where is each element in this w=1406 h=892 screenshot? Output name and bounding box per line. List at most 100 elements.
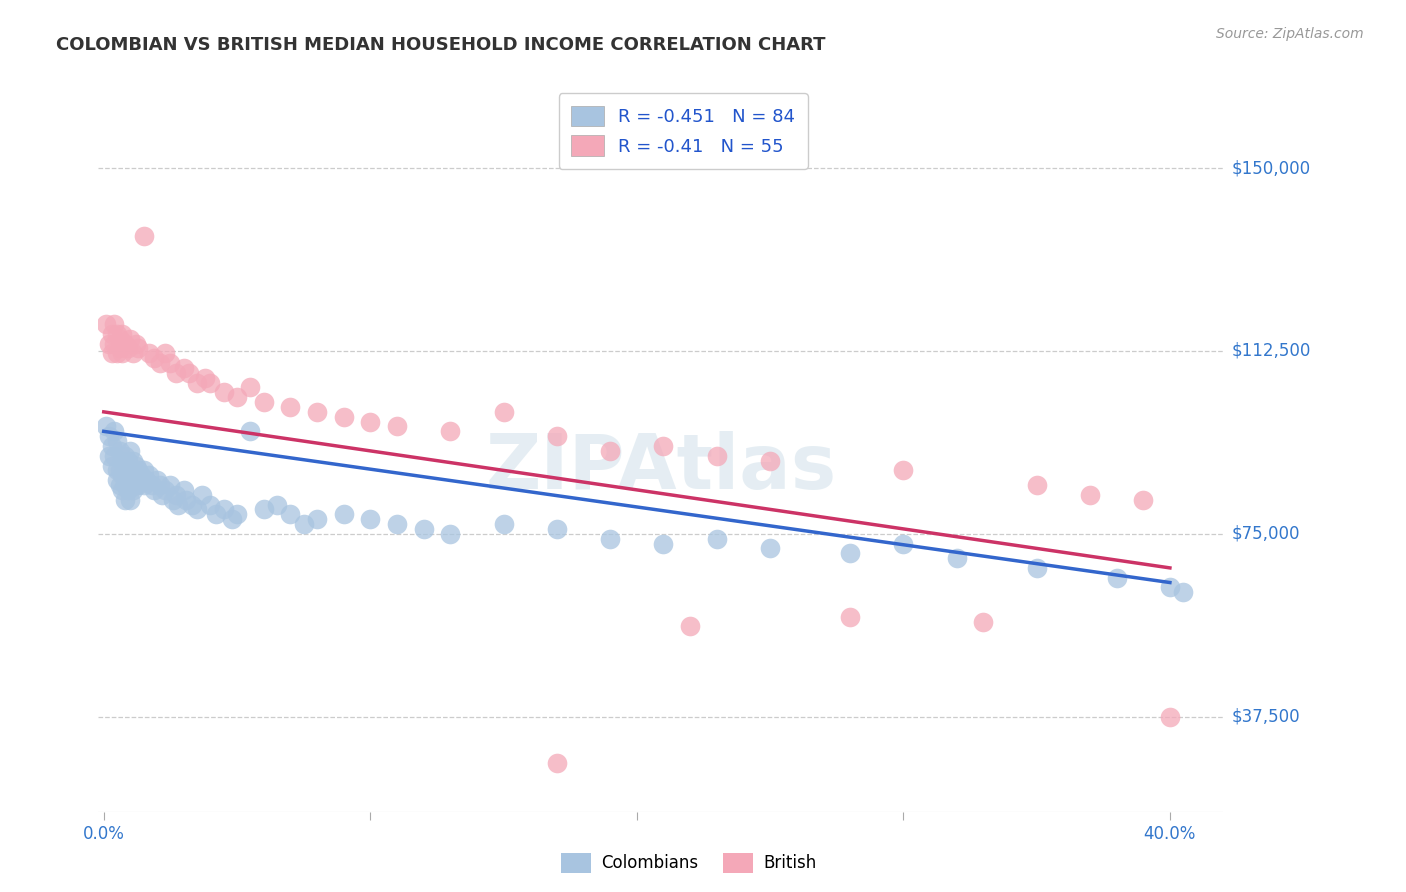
Point: [117, 468, 139, 483]
Point: [108, 478, 131, 492]
Point: [1132, 492, 1154, 507]
Point: [679, 619, 702, 633]
Point: [114, 463, 136, 477]
Point: [1159, 581, 1181, 595]
Text: $37,500: $37,500: [1232, 707, 1299, 725]
Point: [100, 326, 122, 341]
Point: [127, 342, 149, 356]
Point: [186, 376, 208, 390]
Point: [143, 483, 166, 497]
Point: [100, 458, 122, 473]
Point: [98, 429, 121, 443]
Point: [108, 342, 131, 356]
Point: [1105, 571, 1128, 585]
Point: [200, 498, 222, 512]
Point: [100, 346, 122, 360]
Point: [212, 502, 235, 516]
Point: [546, 522, 568, 536]
Point: [105, 346, 128, 360]
Point: [108, 463, 131, 477]
Point: [153, 346, 176, 360]
Text: ZIPAtlas: ZIPAtlas: [485, 431, 837, 505]
Point: [385, 419, 408, 434]
Point: [108, 443, 131, 458]
Point: [149, 356, 172, 370]
Point: [165, 366, 187, 380]
Point: [117, 483, 139, 497]
Point: [111, 346, 134, 360]
Point: [546, 756, 568, 770]
Point: [1078, 488, 1101, 502]
Point: [122, 346, 145, 360]
Point: [759, 453, 782, 467]
Point: [945, 551, 967, 566]
Point: [652, 536, 675, 550]
Point: [278, 400, 301, 414]
Point: [114, 449, 136, 463]
Point: [167, 498, 190, 512]
Point: [122, 483, 145, 497]
Point: [706, 449, 728, 463]
Point: [98, 449, 121, 463]
Point: [103, 317, 125, 331]
Point: [117, 453, 139, 467]
Point: [111, 453, 134, 467]
Point: [120, 443, 142, 458]
Point: [253, 395, 276, 409]
Point: [111, 483, 134, 497]
Text: COLOMBIAN VS BRITISH MEDIAN HOUSEHOLD INCOME CORRELATION CHART: COLOMBIAN VS BRITISH MEDIAN HOUSEHOLD IN…: [56, 36, 825, 54]
Point: [652, 439, 675, 453]
Point: [103, 336, 125, 351]
Point: [412, 522, 434, 536]
Point: [266, 498, 288, 512]
Point: [105, 473, 128, 487]
Point: [1173, 585, 1195, 599]
Point: [305, 405, 328, 419]
Point: [204, 508, 226, 522]
Point: [176, 492, 198, 507]
Point: [149, 478, 172, 492]
Point: [173, 361, 195, 376]
Point: [253, 502, 276, 516]
Point: [165, 488, 187, 502]
Point: [98, 336, 121, 351]
Point: [105, 463, 128, 477]
Point: [191, 488, 214, 502]
Point: [117, 342, 139, 356]
Point: [135, 473, 157, 487]
Point: [292, 516, 315, 531]
Point: [759, 541, 782, 556]
Point: [1025, 561, 1047, 575]
Point: [114, 336, 136, 351]
Point: [125, 478, 148, 492]
Point: [132, 478, 155, 492]
Point: [839, 609, 862, 624]
Point: [226, 390, 249, 404]
Point: [332, 508, 354, 522]
Point: [141, 478, 163, 492]
Point: [305, 512, 328, 526]
Point: [150, 488, 173, 502]
Point: [180, 498, 202, 512]
Point: [439, 526, 461, 541]
Point: [239, 425, 262, 439]
Point: [1159, 709, 1181, 723]
Point: [162, 492, 184, 507]
Point: [105, 434, 128, 449]
Point: [439, 425, 461, 439]
Point: [132, 229, 155, 244]
Point: [546, 429, 568, 443]
Point: [143, 351, 166, 366]
Point: [127, 463, 149, 477]
Point: [492, 405, 515, 419]
Text: $112,500: $112,500: [1232, 342, 1310, 359]
Point: [114, 478, 136, 492]
Point: [132, 463, 155, 477]
Point: [893, 463, 915, 477]
Point: [129, 468, 152, 483]
Point: [385, 516, 408, 531]
Point: [146, 473, 169, 487]
Point: [200, 376, 222, 390]
Point: [111, 468, 134, 483]
Point: [221, 512, 243, 526]
